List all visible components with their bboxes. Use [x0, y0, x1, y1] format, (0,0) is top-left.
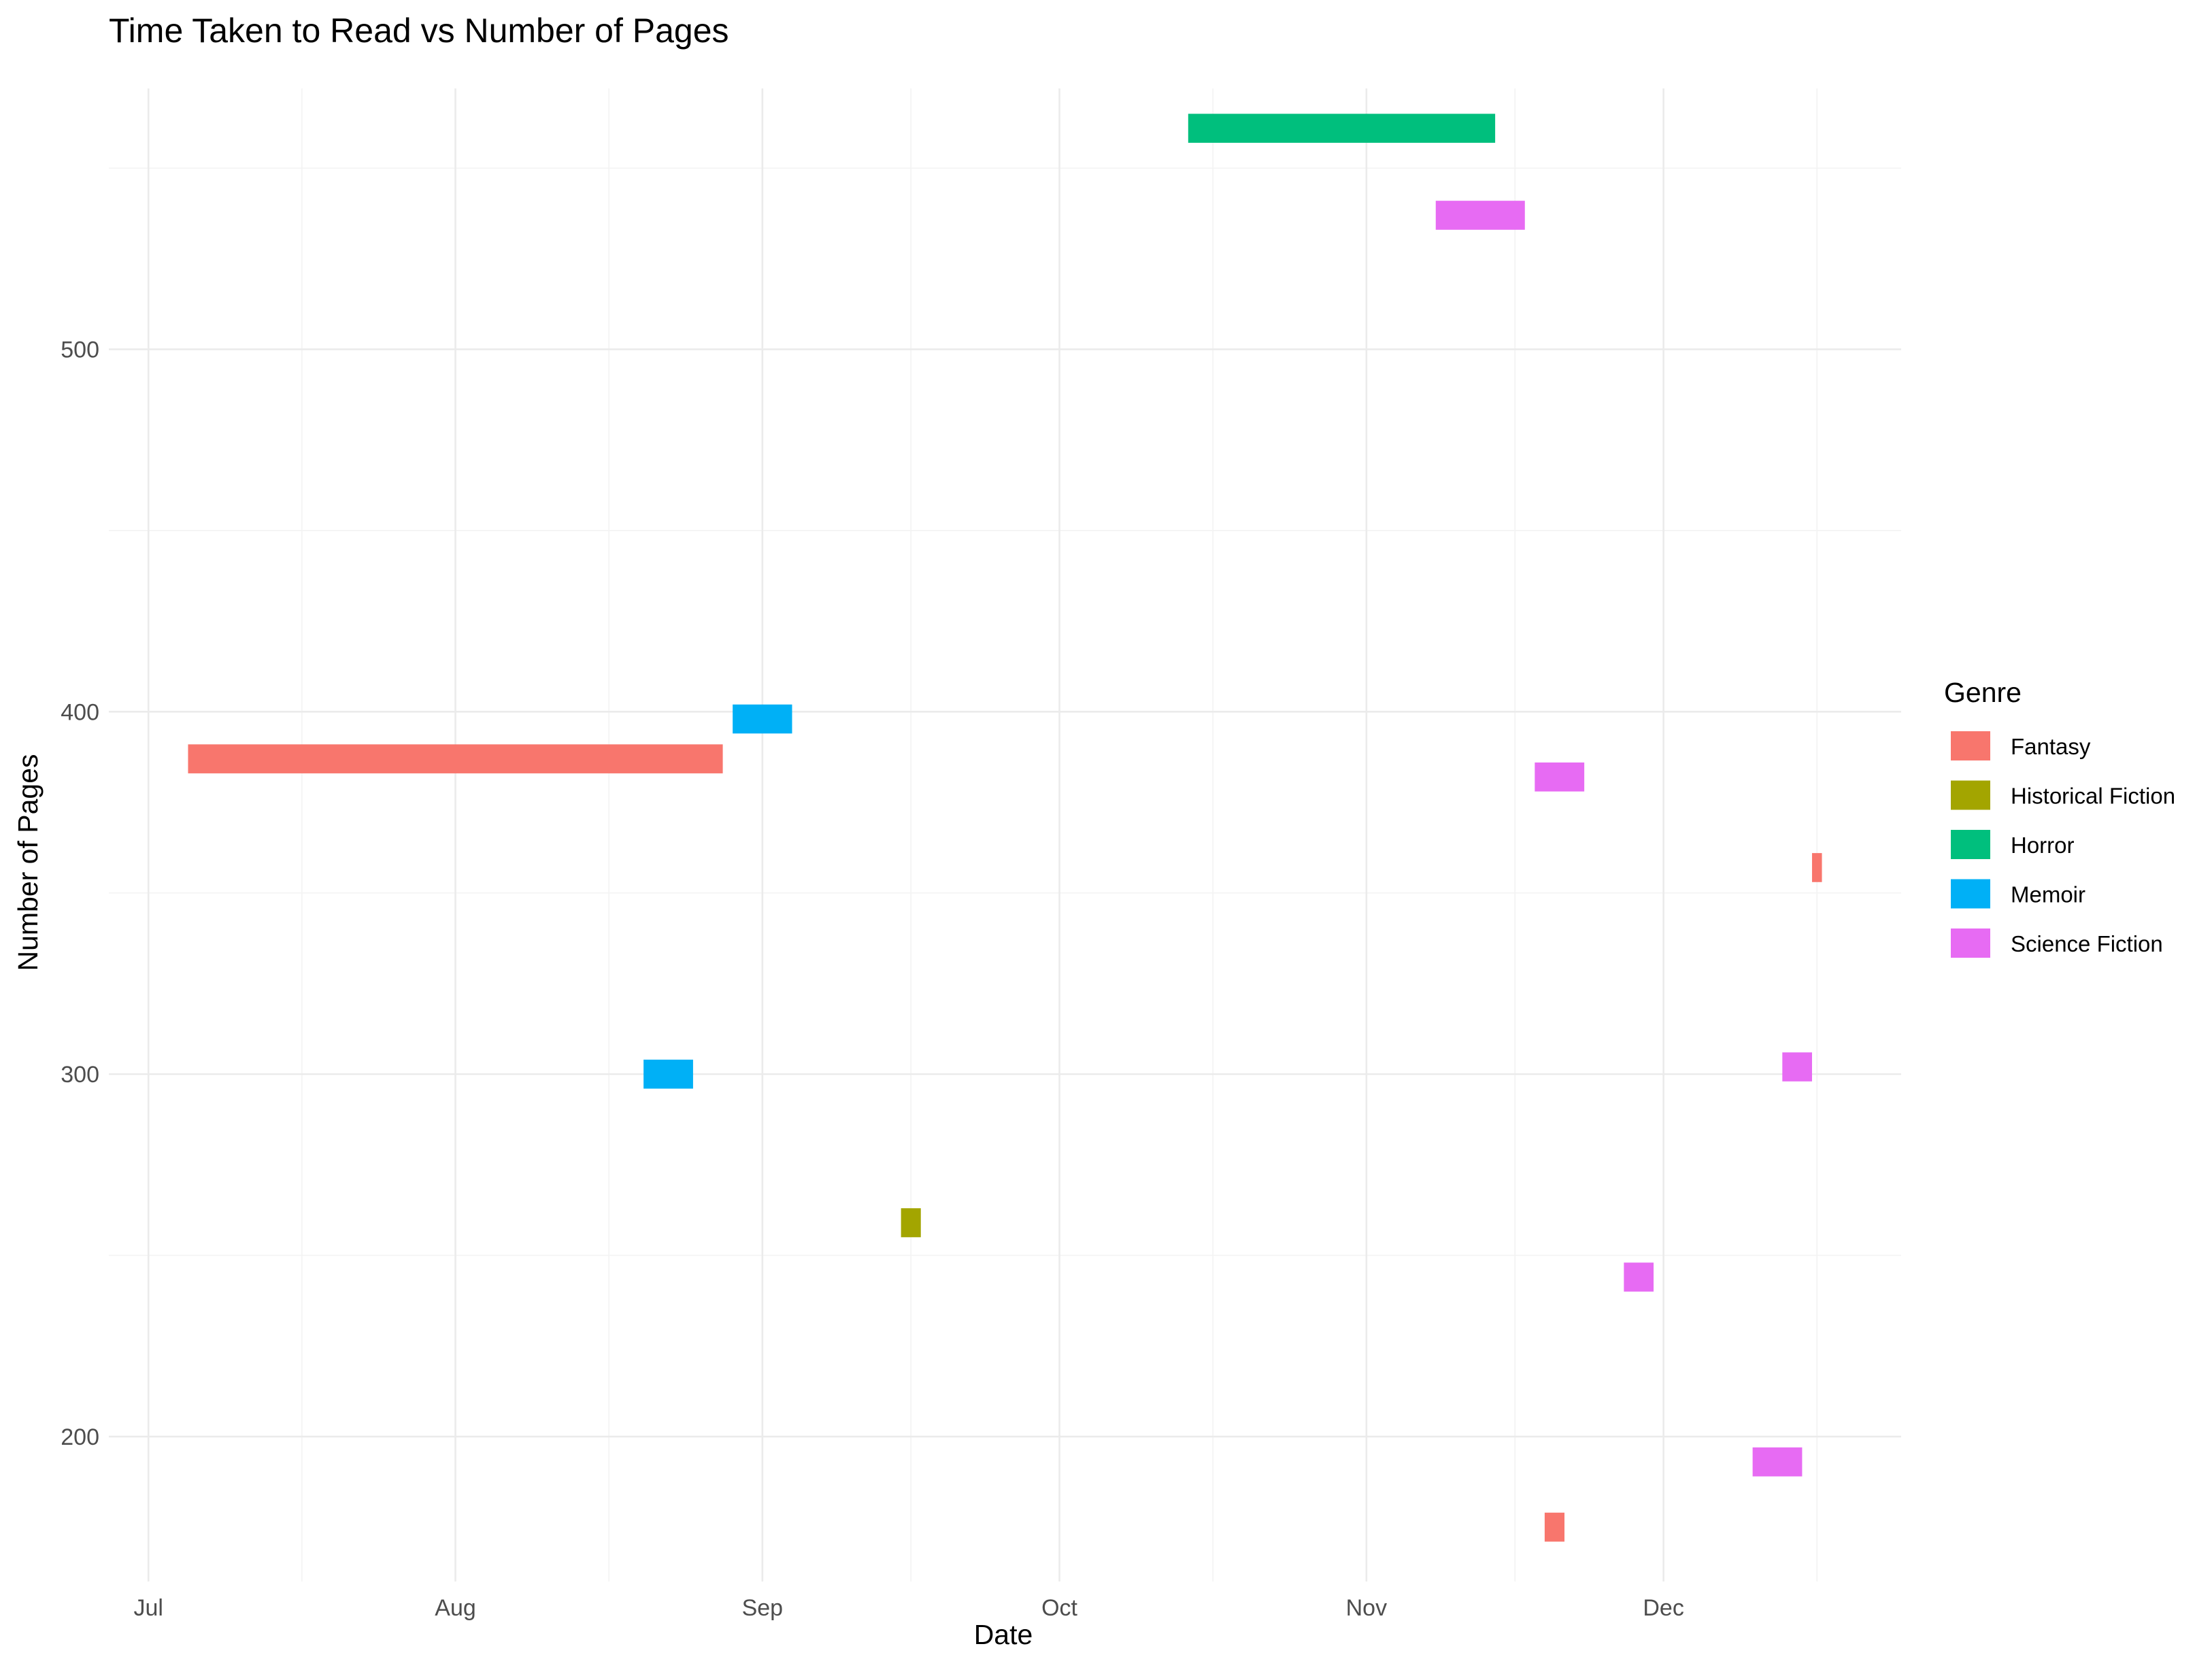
y-axis-title: Number of Pages: [12, 754, 44, 971]
y-tick-label: 500: [61, 337, 99, 363]
legend-label: Science Fiction: [2011, 931, 2163, 956]
y-tick-label: 200: [61, 1424, 99, 1450]
chart-title: Time Taken to Read vs Number of Pages: [109, 12, 729, 50]
y-tick-label: 400: [61, 699, 99, 725]
x-tick-label: Nov: [1346, 1595, 1387, 1621]
gridlines: [109, 88, 1901, 1581]
legend-key: [1951, 731, 1990, 760]
x-tick-label: Dec: [1643, 1595, 1683, 1621]
legend-label: Horror: [2011, 833, 2075, 858]
bar-memoir: [733, 704, 792, 734]
y-axis-ticks: 200 300 400 500: [61, 337, 99, 1450]
bar-science-fiction: [1624, 1262, 1654, 1292]
bar-science-fiction: [1535, 762, 1585, 792]
legend-key: [1951, 928, 1990, 958]
legend: Genre Fantasy Historical Fiction Horror Mem…: [1944, 677, 2175, 958]
bar-science-fiction: [1435, 201, 1525, 230]
bar-memoir: [643, 1059, 693, 1089]
legend-key: [1951, 780, 1990, 810]
bar-horror: [1188, 114, 1496, 143]
legend-items: Fantasy Historical Fiction Horror Memoir Sci…: [1951, 731, 2175, 958]
x-tick-label: Jul: [133, 1595, 163, 1621]
legend-key: [1951, 830, 1990, 859]
y-tick-label: 300: [61, 1062, 99, 1088]
legend-title: Genre: [1944, 677, 2022, 708]
legend-label: Memoir: [2011, 882, 2085, 907]
bar-science-fiction: [1782, 1052, 1812, 1082]
bar-fantasy: [1544, 1512, 1565, 1542]
bar-fantasy: [1811, 853, 1822, 882]
bar-fantasy: [188, 744, 723, 773]
x-tick-label: Oct: [1041, 1595, 1077, 1621]
x-axis-title: Date: [974, 1619, 1033, 1650]
bars: [188, 114, 1822, 1542]
x-tick-label: Aug: [435, 1595, 476, 1621]
bar-historical-fiction: [901, 1208, 921, 1237]
x-tick-label: Sep: [742, 1595, 784, 1621]
legend-key: [1951, 879, 1990, 909]
legend-label: Fantasy: [2011, 734, 2091, 759]
legend-label: Historical Fiction: [2011, 784, 2175, 809]
bar-science-fiction: [1752, 1447, 1803, 1477]
x-axis-ticks: Jul Aug Sep Oct Nov Dec: [133, 1595, 1683, 1621]
